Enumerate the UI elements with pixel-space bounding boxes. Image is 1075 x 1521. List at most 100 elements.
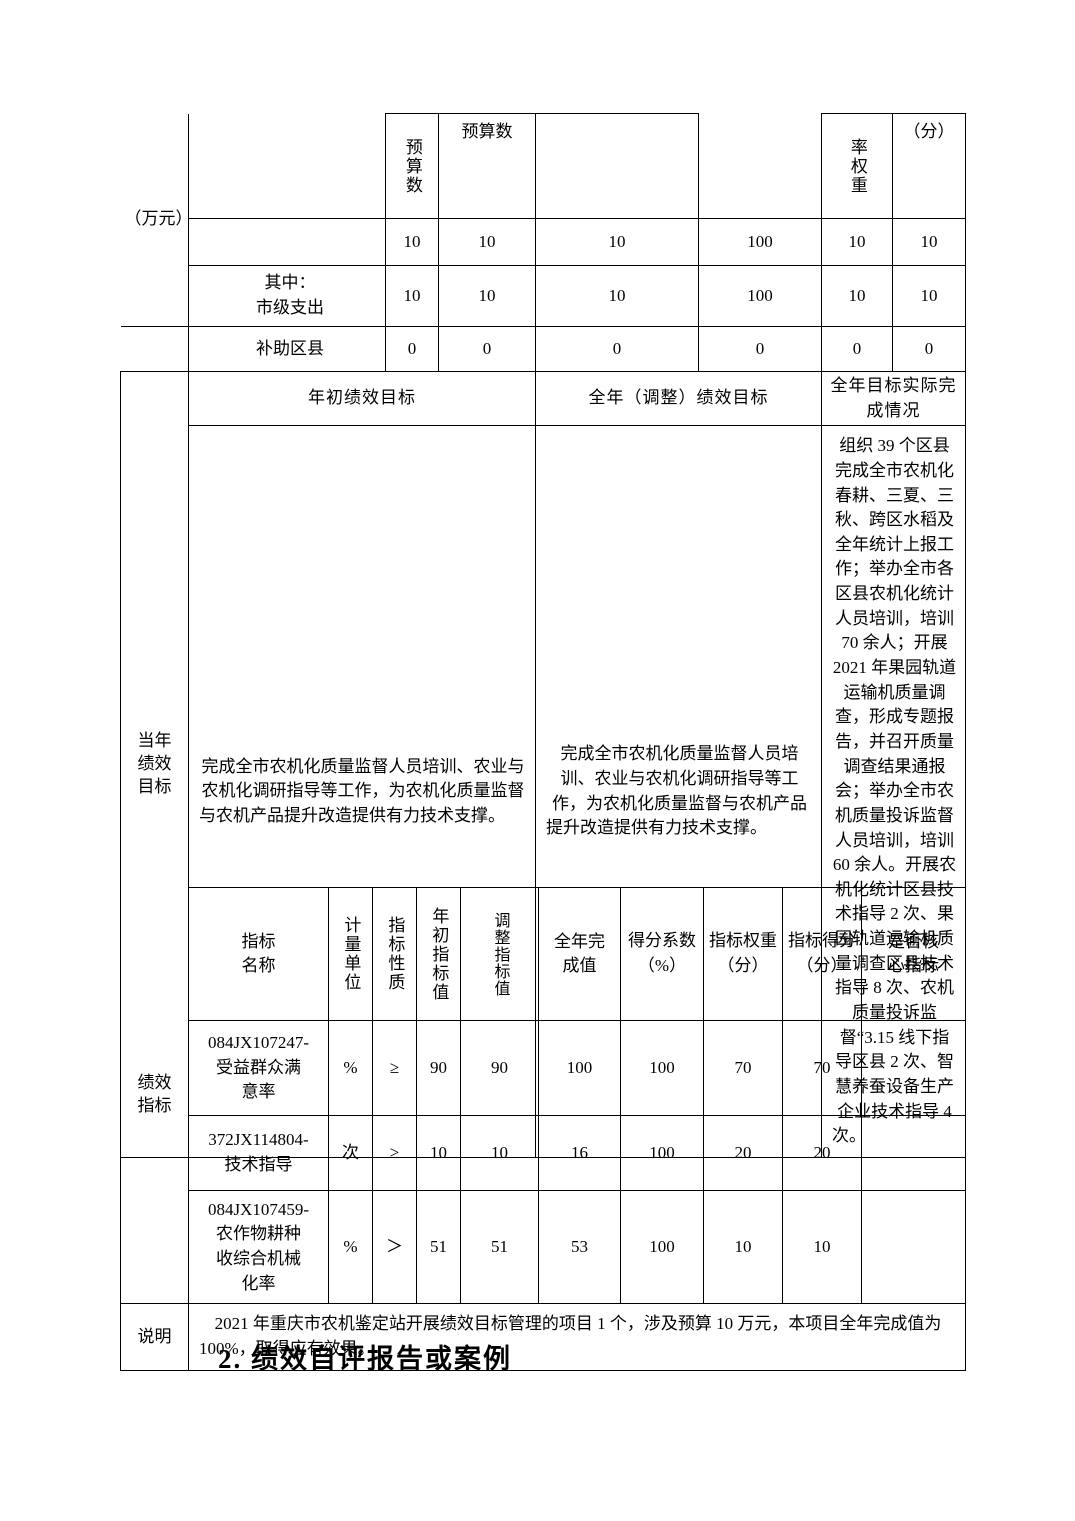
budget-total-v2: 10: [535, 218, 699, 266]
col-header-indicator-name: 指标名称: [188, 887, 329, 1021]
adjusted-value-header: 调整指标值: [491, 911, 509, 997]
indicator-3-name: 084JX107459- 农作物耕种 收综合机械 化率: [188, 1190, 329, 1304]
budget-total-row: 10 10 10 100 10 10: [121, 218, 966, 266]
goals-header-initial: 年初绩效目标: [188, 370, 536, 427]
budget-municipal-v3: 100: [698, 265, 822, 327]
indicators-row-label: 绩效指标: [137, 1072, 172, 1115]
score-unit-label: （分）: [903, 122, 955, 141]
nature-header: 指标性质: [385, 916, 405, 992]
weight-header-line1: 指标权重: [709, 931, 777, 951]
unit-header: 计量单位: [341, 916, 361, 992]
col-header-score-coefficient: 得分系数 （%）: [620, 887, 704, 1021]
budget-subsidy-v3: 0: [698, 326, 822, 372]
municipal-label-line2: 市级支出: [256, 298, 324, 317]
municipal-label-line1: 其中：: [264, 273, 316, 293]
budget-total-v3: 100: [698, 218, 822, 266]
budget-num-vertical-label: 预算数: [402, 137, 422, 195]
budget-municipal-v0: 10: [385, 265, 439, 327]
indicator-1-nature: ≥: [372, 1020, 417, 1116]
col-header-unit: 计量单位: [328, 887, 373, 1021]
budget-header-row: （万元） 预算数 预算数 率权重 （分: [120, 113, 966, 327]
budget-municipal-v1: 10: [438, 265, 536, 327]
actual-value-header: 全年完成值: [554, 931, 605, 975]
indicator-1-unit: %: [328, 1020, 373, 1116]
indicator-3-name-l3: 收综合机械: [216, 1249, 301, 1268]
col-header-initial-value: 年初指标值: [416, 887, 461, 1021]
budget-total-v5: 10: [892, 218, 966, 266]
indicator-1-initial-value: 90: [416, 1020, 461, 1116]
indicator-row-2: 372JX114804- 技术指导 次 ≥ 10 10 16 100 20 20: [121, 1115, 966, 1191]
indicator-3-nature: ＞: [372, 1190, 417, 1304]
is-core-header: 是否核心指标: [888, 931, 939, 975]
indicator-2-unit: 次: [328, 1115, 373, 1191]
budget-total-v0: 10: [385, 218, 439, 266]
indicator-score-header-line2: （分）: [796, 956, 848, 975]
budget-subsidy-v1: 0: [438, 326, 536, 372]
budget-municipal-v4: 10: [821, 265, 893, 327]
budget-subsidy-v0: 0: [385, 326, 439, 372]
col-header-weight: 指标权重 （分）: [703, 887, 783, 1021]
indicator-row-1: 084JX107247- 受益群众满 意率 % ≥ 90 90 100 100 …: [121, 1020, 966, 1116]
indicator-1-name-l3: 意率: [241, 1082, 276, 1102]
indicator-3-weight: 10: [703, 1190, 783, 1304]
budget-col-header-blank-a: [535, 113, 699, 219]
budget-header-blank-name: [188, 113, 386, 219]
section-heading: 2. 绩效自评报告或案例: [218, 1344, 512, 1374]
indicator-3-indicator-score: 10: [782, 1190, 862, 1304]
note-row: 说明 2021 年重庆市农机鉴定站开展绩效目标管理的项目 1 个，涉及预算 10…: [120, 1303, 966, 1371]
indicator-2-score-coefficient: 100: [620, 1115, 704, 1191]
budget-municipal-v5: 10: [892, 265, 966, 327]
budget-subsidy-v4: 0: [821, 326, 893, 372]
budget-col-header-blank-b: [698, 113, 822, 219]
budget-num-label: 预算数: [461, 122, 513, 141]
indicator-1-name: 084JX107247- 受益群众满 意率: [188, 1020, 329, 1116]
indicator-3-adjusted-value: 51: [460, 1190, 539, 1304]
indicator-2-is-core: [861, 1115, 966, 1191]
col-header-indicator-score: 指标得分 （分）: [782, 887, 862, 1021]
indicator-2-name-l2: 技术指导: [224, 1155, 293, 1174]
initial-value-header: 年初指标值: [429, 906, 449, 1002]
budget-col-header-budget-num-vertical: 预算数: [385, 113, 439, 219]
goals-row-label: 当年绩效目标: [137, 730, 172, 796]
indicator-2-name-l1: 372JX114804-: [208, 1130, 309, 1150]
indicator-1-is-core: [861, 1020, 966, 1116]
indicator-3-name-l1: 084JX107459-: [207, 1199, 310, 1219]
indicator-3-actual-value: 53: [538, 1190, 621, 1304]
unit-label: （万元）: [124, 209, 193, 229]
goals-header-row: 当年绩效目标 年初绩效目标 全年（调整）绩效目标 全年目标实际完成情况: [120, 370, 966, 1158]
indicator-2-name: 372JX114804- 技术指导: [188, 1115, 329, 1191]
rate-weight-label: 率权重: [847, 137, 867, 195]
indicator-2-indicator-score: 20: [782, 1115, 862, 1191]
indicator-3-name-l4: 化率: [241, 1273, 276, 1293]
indicator-1-name-l1: 084JX107247-: [207, 1033, 310, 1053]
budget-municipal-row: 其中： 市级支出 10 10 10 100 10 10: [121, 265, 966, 327]
indicators-row-label-cell: 绩效指标: [120, 887, 189, 1304]
budget-subsidy-spacer: [120, 326, 189, 372]
col-header-nature: 指标性质: [372, 887, 417, 1021]
indicator-name-header: 指标名称: [241, 931, 276, 975]
budget-col-header-score-unit: （分）: [892, 113, 966, 219]
indicator-2-nature: ≥: [372, 1115, 417, 1191]
indicator-3-score-coefficient: 100: [620, 1190, 704, 1304]
budget-total-v4: 10: [821, 218, 893, 266]
unit-label-cell: （万元）: [120, 113, 193, 327]
indicator-3-is-core: [861, 1190, 966, 1304]
budget-row-municipal-label: 其中： 市级支出: [188, 265, 386, 327]
note-label-cell: 说明: [120, 1303, 189, 1371]
indicators-table: 绩效指标 指标名称 计量单位 指标性质 年初指标值: [120, 887, 966, 1371]
note-text-cell: 2021 年重庆市农机鉴定站开展绩效目标管理的项目 1 个，涉及预算 10 万元…: [188, 1303, 966, 1371]
budget-total-v1: 10: [438, 218, 536, 266]
goals-header-actual: 全年目标实际完成情况: [821, 370, 966, 427]
indicator-2-actual-value: 16: [538, 1115, 621, 1191]
budget-subsidy-row: 补助区县 0 0 0 0 0 0: [120, 326, 966, 372]
col-header-adjusted-value: 调整指标值: [460, 887, 539, 1021]
budget-row-total-label: [188, 218, 386, 266]
budget-municipal-v2: 10: [535, 265, 699, 327]
indicator-1-weight: 70: [703, 1020, 783, 1116]
indicator-1-indicator-score: 70: [782, 1020, 862, 1116]
indicator-score-header-line1: 指标得分: [788, 931, 856, 951]
indicator-1-adjusted-value: 90: [460, 1020, 539, 1116]
budget-col-header-rate-weight: 率权重: [821, 113, 893, 219]
indicators-header-row: 绩效指标 指标名称 计量单位 指标性质 年初指标值: [120, 887, 966, 1304]
